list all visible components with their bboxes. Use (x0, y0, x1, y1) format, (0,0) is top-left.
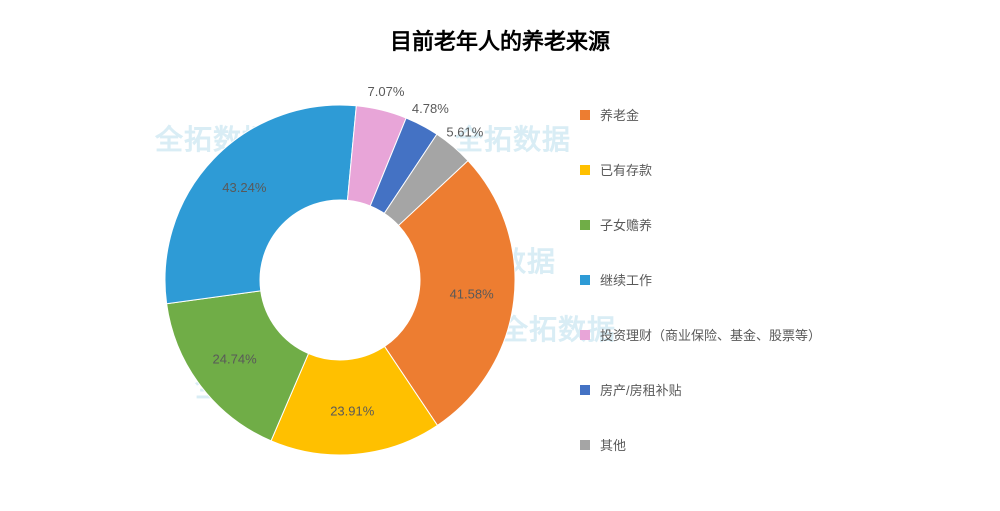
slice-value-label: 4.78% (412, 101, 449, 116)
slice-value-label: 24.74% (213, 352, 258, 367)
donut-slice (165, 105, 356, 304)
legend-item: 已有存款 (580, 160, 980, 179)
legend-label: 房产/房租补贴 (600, 380, 682, 399)
legend-label: 子女赡养 (600, 215, 652, 234)
legend-label: 已有存款 (600, 160, 652, 179)
legend-swatch (580, 385, 590, 395)
legend-swatch (580, 220, 590, 230)
legend-item: 继续工作 (580, 270, 980, 289)
slice-value-label: 43.24% (222, 180, 267, 195)
slice-value-label: 41.58% (450, 287, 495, 302)
legend-label: 投资理财（商业保险、基金、股票等） (600, 325, 821, 344)
legend-swatch (580, 440, 590, 450)
slice-value-label: 5.61% (446, 124, 483, 139)
donut-chart: 41.58% 23.91% 24.74% 43.24% 7.07% 4.78% 5.61% (140, 80, 540, 480)
legend-swatch (580, 275, 590, 285)
legend-item: 子女赡养 (580, 215, 980, 234)
legend: 养老金已有存款子女赡养继续工作投资理财（商业保险、基金、股票等） 房产/房租补贴其… (580, 105, 980, 490)
slice-value-label: 7.07% (368, 84, 405, 99)
legend-label: 继续工作 (600, 270, 652, 289)
legend-item: 房产/房租补贴 (580, 380, 980, 399)
slice-value-label: 23.91% (330, 403, 375, 418)
chart-title: 目前老年人的养老来源 (0, 24, 1000, 56)
legend-swatch (580, 110, 590, 120)
legend-label: 其他 (600, 435, 626, 454)
legend-swatch (580, 165, 590, 175)
legend-item: 养老金 (580, 105, 980, 124)
legend-swatch (580, 330, 590, 340)
legend-item: 投资理财（商业保险、基金、股票等） (580, 325, 980, 344)
legend-label: 养老金 (600, 105, 639, 124)
legend-item: 其他 (580, 435, 980, 454)
